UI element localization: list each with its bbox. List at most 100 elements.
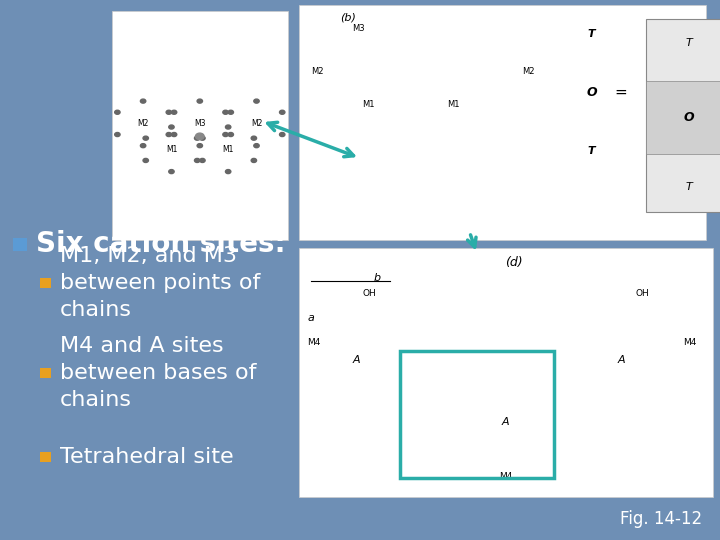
Text: M4: M4 bbox=[307, 338, 320, 347]
Text: =: = bbox=[614, 85, 627, 100]
Polygon shape bbox=[145, 127, 171, 149]
Text: Fig. 14-12: Fig. 14-12 bbox=[620, 510, 702, 528]
Text: Tetrahedral site: Tetrahedral site bbox=[60, 447, 233, 467]
Circle shape bbox=[251, 136, 256, 140]
Circle shape bbox=[143, 158, 148, 163]
Text: M2: M2 bbox=[523, 66, 535, 76]
Text: (d): (d) bbox=[505, 256, 523, 269]
Text: OH: OH bbox=[636, 288, 649, 298]
Polygon shape bbox=[231, 123, 256, 146]
Bar bbox=[40, 452, 51, 462]
Polygon shape bbox=[145, 138, 171, 160]
Circle shape bbox=[225, 125, 231, 129]
Polygon shape bbox=[256, 123, 282, 146]
Circle shape bbox=[222, 110, 228, 114]
Polygon shape bbox=[117, 112, 143, 134]
Polygon shape bbox=[174, 101, 199, 123]
Polygon shape bbox=[202, 127, 228, 149]
Circle shape bbox=[166, 132, 171, 137]
Text: T: T bbox=[588, 146, 595, 156]
Text: M3: M3 bbox=[351, 24, 364, 33]
Text: T: T bbox=[685, 38, 692, 48]
Circle shape bbox=[228, 132, 233, 137]
Bar bbox=[40, 368, 51, 378]
Polygon shape bbox=[228, 149, 254, 172]
Bar bbox=[40, 278, 51, 288]
Circle shape bbox=[279, 110, 285, 114]
Text: T: T bbox=[685, 182, 692, 192]
Circle shape bbox=[166, 110, 171, 114]
Circle shape bbox=[140, 99, 145, 103]
Text: T: T bbox=[588, 29, 595, 38]
Text: A: A bbox=[502, 417, 510, 427]
Bar bbox=[303, 308, 708, 353]
Text: M3: M3 bbox=[194, 119, 205, 128]
Polygon shape bbox=[202, 149, 228, 172]
Circle shape bbox=[197, 99, 202, 103]
Text: A: A bbox=[618, 355, 626, 365]
Polygon shape bbox=[202, 138, 228, 160]
Circle shape bbox=[222, 132, 228, 137]
Circle shape bbox=[253, 144, 259, 147]
Circle shape bbox=[168, 125, 174, 129]
Bar bbox=[646, 19, 720, 212]
Polygon shape bbox=[117, 123, 143, 146]
Circle shape bbox=[199, 136, 205, 140]
Bar bbox=[303, 377, 708, 422]
Polygon shape bbox=[199, 123, 225, 146]
Text: (b): (b) bbox=[340, 12, 356, 23]
Circle shape bbox=[253, 99, 259, 103]
Polygon shape bbox=[143, 101, 168, 123]
Bar bbox=[299, 248, 713, 497]
Circle shape bbox=[196, 133, 204, 139]
Polygon shape bbox=[143, 123, 168, 146]
Polygon shape bbox=[256, 101, 282, 123]
Polygon shape bbox=[171, 127, 197, 149]
Text: Six cation sites:: Six cation sites: bbox=[36, 231, 286, 258]
Circle shape bbox=[194, 158, 200, 163]
Circle shape bbox=[171, 110, 177, 114]
Bar bbox=[112, 11, 288, 240]
Circle shape bbox=[168, 170, 174, 173]
Bar bbox=[299, 5, 706, 240]
Circle shape bbox=[279, 132, 285, 137]
Bar bbox=[646, 81, 720, 154]
Text: M1: M1 bbox=[447, 99, 459, 109]
Text: M1: M1 bbox=[166, 145, 177, 154]
Polygon shape bbox=[174, 123, 199, 146]
Polygon shape bbox=[231, 101, 256, 123]
Text: M2: M2 bbox=[251, 119, 262, 128]
Polygon shape bbox=[171, 149, 197, 172]
Circle shape bbox=[197, 144, 202, 147]
Circle shape bbox=[171, 132, 177, 137]
Bar bbox=[13, 238, 27, 251]
Text: M1, M2, and M3
between points of
chains: M1, M2, and M3 between points of chains bbox=[60, 246, 260, 320]
Polygon shape bbox=[228, 138, 254, 160]
Polygon shape bbox=[199, 112, 225, 134]
Polygon shape bbox=[145, 149, 171, 172]
Polygon shape bbox=[228, 127, 254, 149]
Polygon shape bbox=[199, 101, 225, 123]
Text: O: O bbox=[586, 86, 597, 99]
Text: M2: M2 bbox=[138, 119, 149, 128]
Circle shape bbox=[143, 136, 148, 140]
Text: M2: M2 bbox=[311, 66, 323, 76]
Text: M4: M4 bbox=[499, 472, 513, 482]
Text: a: a bbox=[307, 313, 315, 323]
Polygon shape bbox=[117, 101, 143, 123]
Circle shape bbox=[251, 158, 256, 163]
Text: A: A bbox=[353, 355, 361, 365]
Polygon shape bbox=[231, 112, 256, 134]
Text: O: O bbox=[683, 111, 694, 124]
Circle shape bbox=[225, 170, 231, 173]
Bar bbox=[400, 351, 554, 478]
Circle shape bbox=[114, 110, 120, 114]
Polygon shape bbox=[171, 138, 197, 160]
Polygon shape bbox=[116, 96, 284, 173]
Text: M1: M1 bbox=[361, 99, 374, 109]
Text: M1: M1 bbox=[222, 145, 234, 154]
Text: b: b bbox=[374, 273, 381, 283]
Polygon shape bbox=[174, 112, 199, 134]
Circle shape bbox=[114, 132, 120, 137]
Circle shape bbox=[199, 158, 205, 163]
